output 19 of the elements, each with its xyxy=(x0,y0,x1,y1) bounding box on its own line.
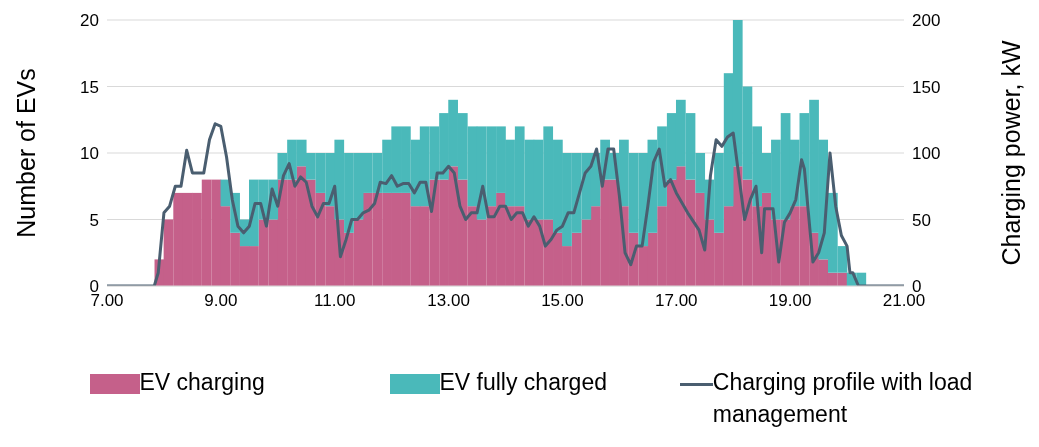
legend-label: EV charging xyxy=(139,368,265,397)
y2-tick-label: 50 xyxy=(912,210,931,230)
x-tick-label: 13.00 xyxy=(427,291,470,311)
x-tick-label: 15.00 xyxy=(541,291,584,311)
legend-label: EV fully charged xyxy=(439,368,607,397)
y2-tick-label: 150 xyxy=(912,77,941,97)
y2-tick-label: 200 xyxy=(912,11,941,31)
x-tick-label: 19.00 xyxy=(768,291,812,311)
y-tick-label: 10 xyxy=(80,144,99,164)
y-tick-label: 15 xyxy=(80,77,99,97)
y2-tick-label: 100 xyxy=(912,144,941,164)
y-tick-label: 20 xyxy=(80,11,99,31)
x-tick-label: 17.00 xyxy=(655,291,698,311)
x-tick-label: 9.00 xyxy=(204,291,238,311)
legend-label: Charging profile with load management xyxy=(712,368,974,429)
y2-axis-title: Charging power, kW xyxy=(996,40,1025,266)
y-tick-label: 5 xyxy=(89,210,99,230)
y-axis-title: Number of EVs xyxy=(11,68,40,238)
x-tick-label: 11.00 xyxy=(314,291,356,311)
